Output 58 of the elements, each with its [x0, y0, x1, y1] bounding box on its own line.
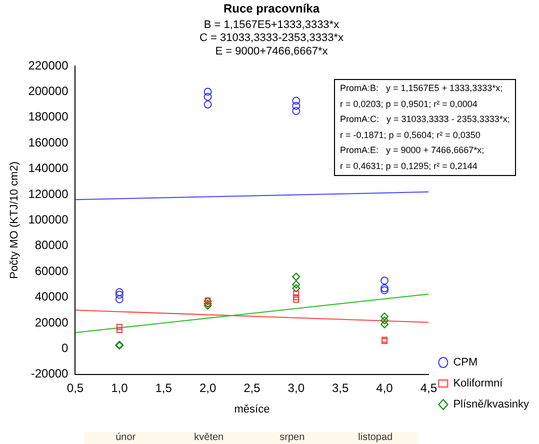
text: srpen — [278, 432, 306, 444]
y-tick-label: 60000 — [34, 264, 69, 278]
point — [293, 290, 300, 296]
point — [204, 302, 212, 310]
point — [115, 288, 124, 296]
y-tick-label: 200000 — [28, 84, 69, 98]
point — [293, 296, 300, 303]
point — [292, 106, 300, 115]
point — [204, 88, 212, 96]
x-tick-label: 3,5 — [332, 380, 349, 395]
point — [292, 102, 300, 110]
y-tick-label: 140000 — [28, 161, 69, 176]
chart-title: Ruce pracovníka — [223, 2, 320, 16]
point — [204, 100, 212, 109]
x-tick-label: 0,5 — [66, 380, 84, 395]
text: únor — [114, 432, 137, 444]
y-tick-label: 40000 — [34, 290, 69, 304]
legend-label: CPM — [453, 356, 478, 369]
point — [380, 320, 389, 328]
annotation: PromA:B: y = 1,1567E5 + 1333,3333*x; r = 0,0203; p = 0,9501; r² = 0,0004 PromA:C: y = 31033,3333 - 2353,3333*x; r = -0,1871; p = 0,5604; r² = 0,0350 PromA:E: y = 9000 + 7466,6667*x; r = 0,4631; p = 0,1295; r² = 0,2144 — [334, 79, 516, 176]
point — [116, 324, 122, 330]
y-axis-title: Počty MO (KTJ/10 cm2) — [8, 162, 21, 279]
x-tick-label: 1,5 — [155, 380, 172, 395]
point — [380, 284, 389, 292]
legend-label: Koliformní — [453, 378, 504, 390]
text: květen — [193, 432, 225, 444]
point — [380, 312, 389, 321]
y-tick-label: -20000 — [30, 366, 69, 381]
point — [380, 316, 389, 324]
x-axis-title: měsíce — [234, 403, 270, 416]
y-tick-label: 80000 — [34, 238, 69, 252]
x-tick-label: 2,5 — [244, 380, 261, 395]
chart-subtitle: B = 1,1567E5+1333,3333*x C = 31033,3333-2353,3333*x E = 9000+7466,6667*x — [199, 19, 344, 58]
y-tick-label: 0 — [62, 341, 69, 356]
point — [292, 272, 300, 281]
legend-label: Plísně/kvasinky — [453, 398, 530, 411]
point — [204, 92, 212, 101]
x-tick-label: 3,0 — [288, 380, 305, 395]
point — [380, 286, 389, 294]
y-tick-label: 120000 — [28, 186, 69, 201]
point — [292, 280, 300, 288]
x-tick-label: 1,0 — [111, 380, 128, 395]
point — [292, 96, 300, 105]
point — [380, 276, 389, 285]
y-tick-label: 220000 — [28, 58, 69, 72]
y-tick-label: 180000 — [28, 110, 69, 124]
y-tick-label: 100000 — [28, 212, 69, 227]
point — [116, 327, 122, 334]
point — [115, 295, 124, 304]
y-tick-label: 160000 — [28, 135, 69, 150]
x-tick-label: 4,5 — [420, 380, 438, 395]
x-tick-label: 2,0 — [199, 380, 216, 395]
y-tick-label: 20000 — [34, 315, 69, 330]
x-tick-label: 4,0 — [376, 380, 394, 395]
text: listopad — [357, 432, 394, 444]
point — [115, 290, 124, 299]
point — [293, 294, 300, 300]
point — [292, 284, 300, 292]
